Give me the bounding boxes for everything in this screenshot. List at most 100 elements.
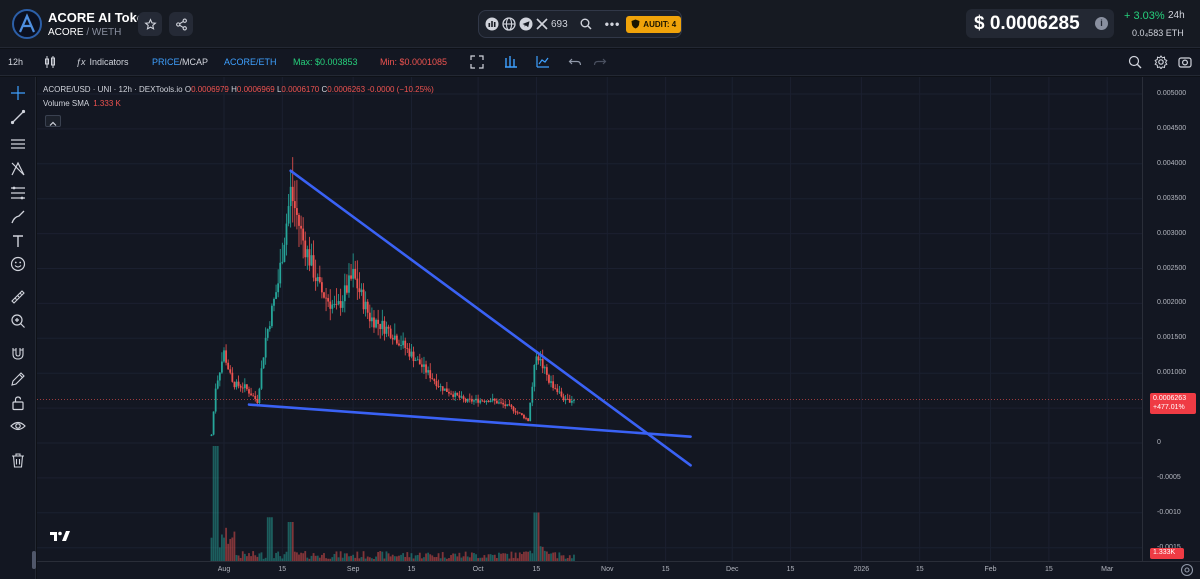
eye-icon[interactable]	[10, 418, 26, 434]
trendline-drawings	[247, 169, 692, 467]
volume-bar	[389, 556, 392, 561]
trash-icon[interactable]	[10, 452, 26, 468]
candle-body	[318, 277, 321, 283]
candle-body	[454, 392, 457, 397]
candle-body	[287, 206, 290, 224]
audit-label: AUDIT: 4	[643, 19, 677, 29]
candle-body	[435, 381, 438, 387]
fib-retracement-icon[interactable]	[10, 185, 26, 201]
candle-body	[212, 411, 215, 435]
low-value: 0.0006170	[281, 85, 320, 94]
volume-bar	[237, 555, 240, 561]
volume-bar	[462, 556, 465, 561]
pitchfork-icon[interactable]	[10, 161, 26, 177]
zoom-search-icon[interactable]	[1128, 55, 1142, 69]
candle-body	[387, 326, 390, 329]
fullscreen-icon[interactable]	[470, 55, 484, 69]
candle-body	[470, 399, 473, 402]
line-chart-icon[interactable]	[536, 55, 550, 69]
candle-body	[233, 381, 236, 388]
volume-bar	[566, 558, 569, 561]
volume-bar	[308, 558, 311, 561]
volume-bar	[260, 552, 263, 561]
candle-body	[329, 301, 332, 309]
redo-icon[interactable]	[593, 55, 607, 69]
dextools-icon[interactable]	[485, 16, 499, 32]
candle-body	[350, 275, 352, 279]
candle-body	[570, 400, 573, 403]
current-price-tag-value: 0.0006263	[1153, 395, 1187, 402]
volume-bar	[570, 558, 573, 561]
candle-type-icon[interactable]	[44, 55, 56, 71]
time-axis[interactable]: Aug 15 Sep 15 Oct 15 Nov 15 Dec 15 2026 15 Feb 15 Mar	[37, 561, 1200, 579]
candle-body	[535, 356, 538, 366]
current-price: $ 0.0006285	[974, 13, 1080, 34]
interval-selector[interactable]: 12h	[8, 57, 24, 67]
volume-bar	[362, 551, 365, 561]
volume-bar	[300, 552, 302, 561]
tradingview-logo[interactable]	[49, 528, 71, 544]
volume-bar	[520, 554, 523, 561]
volume-bar	[348, 556, 350, 561]
x-twitter-icon[interactable]	[536, 16, 548, 32]
telegram-icon[interactable]	[519, 16, 533, 32]
candle-body	[475, 398, 477, 401]
ruler-icon[interactable]	[10, 289, 26, 305]
snapshot-icon[interactable]	[1178, 55, 1192, 69]
volume-bar	[233, 531, 236, 561]
candle-body	[225, 350, 227, 363]
chart-area[interactable]: ACORE/USD · UNI · 12h · DEXTools.io O0.0…	[37, 77, 1142, 561]
lock-icon[interactable]	[10, 395, 26, 411]
time-axis-tick: 15	[786, 566, 795, 573]
volume-bar	[473, 552, 475, 561]
magnet-icon[interactable]	[10, 345, 26, 361]
emoji-icon[interactable]	[10, 256, 26, 272]
axis-settings-icon[interactable]	[1180, 563, 1194, 577]
volume-bar	[464, 551, 467, 561]
volume-bar	[277, 551, 280, 561]
price-mcap-toggle[interactable]: PRICE/MCAP	[152, 57, 208, 67]
token-symbol: ACORE	[48, 27, 84, 38]
volume-bar	[287, 522, 290, 561]
candle-body	[385, 326, 388, 334]
current-price-tag-change: +477.01%	[1153, 404, 1185, 411]
volume-bar	[218, 547, 221, 561]
time-axis-tick: Feb	[984, 566, 997, 573]
more-options-icon[interactable]: •••	[604, 17, 621, 31]
volume-bar	[460, 557, 463, 561]
share-button[interactable]	[169, 12, 193, 36]
price-axis-tick: -0.0015	[1157, 544, 1181, 551]
website-globe-icon[interactable]	[502, 16, 516, 32]
volume-bar	[429, 554, 432, 561]
text-tool-icon[interactable]	[10, 233, 26, 249]
time-axis-tick: Sep	[346, 566, 360, 573]
zoom-in-icon[interactable]	[10, 313, 26, 329]
collapse-legend-button[interactable]	[45, 115, 61, 127]
pair-toggle[interactable]: ACORE/ETH	[224, 57, 277, 67]
lock-pencil-icon[interactable]	[10, 371, 26, 387]
candles-icon[interactable]	[504, 55, 518, 69]
favorite-button[interactable]	[138, 12, 162, 36]
audit-badge[interactable]: AUDIT: 4	[626, 15, 682, 33]
price-axis[interactable]: 0.005000 0.004500 0.004000 0.003500 0.003000…	[1142, 77, 1200, 561]
scroll-handle[interactable]	[32, 551, 36, 569]
volume-bar	[254, 555, 257, 561]
horizontal-lines-icon[interactable]	[10, 136, 26, 152]
volume-bar	[383, 558, 386, 561]
candle-body	[502, 402, 505, 405]
trend-line-icon[interactable]	[10, 109, 26, 125]
volume-bar	[398, 555, 400, 561]
candle-body	[504, 404, 507, 407]
indicators-button[interactable]: ƒx Indicators	[76, 57, 129, 67]
time-axis-tick: 15	[278, 566, 287, 573]
brush-icon[interactable]	[10, 209, 26, 225]
time-axis-tick: Mar	[1101, 566, 1114, 573]
volume-bar	[516, 558, 519, 561]
gear-icon[interactable]	[1154, 55, 1168, 69]
search-icon[interactable]	[580, 16, 592, 32]
candle-body	[437, 386, 440, 387]
crosshair-icon[interactable]	[10, 85, 26, 101]
info-icon[interactable]: i	[1095, 17, 1108, 30]
candle-body	[333, 303, 336, 305]
undo-icon[interactable]	[568, 55, 582, 69]
